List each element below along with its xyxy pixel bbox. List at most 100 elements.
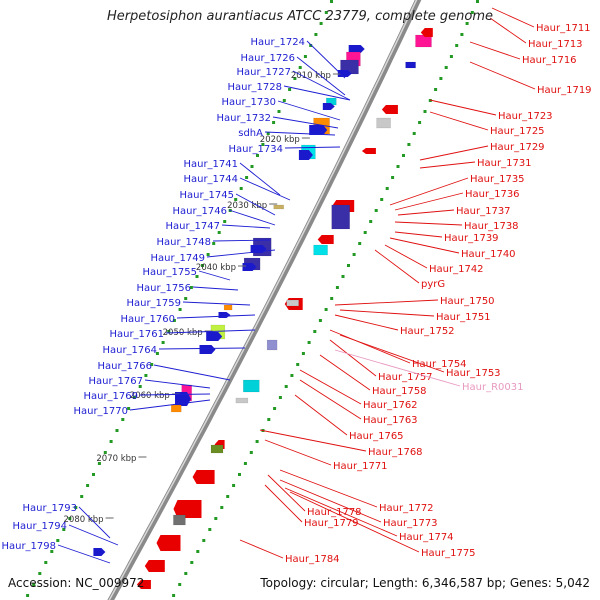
gc-track-dot <box>407 143 411 146</box>
gc-track-dot <box>80 495 84 498</box>
gc-track-dot <box>318 319 322 322</box>
left-gene-label: Haur_1759 <box>126 298 181 309</box>
left-leader-line <box>165 329 256 334</box>
outer-gc-track-left <box>26 0 333 597</box>
left-gene-label: Haur_1748 <box>156 237 211 248</box>
gene-arrow <box>242 263 257 271</box>
gene-arrow <box>361 148 376 154</box>
gc-track-dot <box>290 374 294 377</box>
left-gene-label: Haur_1744 <box>183 174 238 185</box>
left-leader-line <box>68 524 119 546</box>
right-leader-line <box>334 349 461 387</box>
gc-track-dot <box>238 473 241 476</box>
gene-arrow <box>381 105 398 114</box>
right-gene-label: Haur_1737 <box>456 206 511 217</box>
left-leader-line <box>221 224 271 229</box>
right-leader-line <box>264 439 332 466</box>
gc-track-dot <box>190 561 194 564</box>
genome-backbone <box>107 0 422 600</box>
left-gene-label: Haur_1741 <box>183 159 238 170</box>
left-leader-line <box>78 506 111 539</box>
gc-track-dot <box>363 231 367 234</box>
gc-track-dot <box>249 451 253 454</box>
gene-arrow <box>156 535 181 551</box>
right-gene-label: Haur_1729 <box>490 142 545 153</box>
right-leader-line <box>239 539 284 559</box>
gc-track-dot <box>282 99 286 102</box>
gc-track-dot <box>266 132 270 135</box>
right-leader-line <box>429 111 489 131</box>
right-leader-line <box>329 339 377 377</box>
accession-text: Accession: NC_009972 <box>8 576 145 590</box>
gc-track-dot <box>208 528 212 531</box>
left-gene-label: Haur_1760 <box>120 314 175 325</box>
left-gene-label: Haur_1766 <box>97 361 152 372</box>
gc-track-dot <box>86 484 90 487</box>
gene-arrow <box>298 150 313 160</box>
genome-backbone-highlight <box>108 0 418 600</box>
left-gene-label: Haur_1747 <box>165 221 220 232</box>
right-leader-line <box>491 7 535 28</box>
right-leader-line <box>419 161 476 169</box>
gc-track-dot <box>206 253 210 256</box>
gc-track-dot <box>223 220 227 223</box>
gc-track-dot <box>347 264 350 267</box>
left-gene-label: Haur_1728 <box>227 82 282 93</box>
gc-track-dot <box>212 242 216 245</box>
gc-track-dot <box>121 418 125 421</box>
left-leader-line <box>277 100 341 121</box>
gc-track-dot <box>358 242 362 245</box>
right-leader-line <box>334 314 399 331</box>
right-gene-label: Haur_1725 <box>490 126 545 137</box>
left-leader-line <box>284 146 341 149</box>
right-gene-label: Haur_1765 <box>349 431 404 442</box>
left-leader-line <box>283 85 351 101</box>
gc-track-dot <box>288 88 292 91</box>
gc-track-dot <box>256 154 259 157</box>
gc-track-dot <box>455 44 459 47</box>
gc-track-dot <box>178 308 182 311</box>
gc-track-dot <box>214 517 218 520</box>
gene-block <box>235 397 249 404</box>
gc-track-dot <box>178 583 182 586</box>
right-gene-label: Haur_1736 <box>465 189 520 200</box>
left-gene-label: Haur_1761 <box>109 329 164 340</box>
gc-track-dot <box>412 132 416 135</box>
kbp-tick-label: 2070 kbp <box>96 454 136 464</box>
right-gene-label: Haur_1713 <box>528 39 583 50</box>
gc-track-dot <box>314 33 318 36</box>
gene-block <box>273 204 284 210</box>
gc-track-dot <box>324 11 328 14</box>
gc-track-dot <box>132 396 136 399</box>
gene-arrow <box>348 45 365 53</box>
gene-block <box>243 379 260 393</box>
kbp-tick-label: 2050 kbp <box>163 328 203 338</box>
left-gene-label: Haur_1793 <box>22 503 77 514</box>
gc-track-dot <box>374 209 378 212</box>
kbp-tick-label: 2020 kbp <box>260 135 300 145</box>
right-gene-label: Haur_1752 <box>400 326 455 337</box>
gene-block <box>405 61 416 69</box>
left-leader-line <box>158 347 246 350</box>
gc-track-dot <box>220 506 224 509</box>
right-gene-label: Haur_1771 <box>333 461 388 472</box>
right-leader-line <box>339 334 445 373</box>
right-leader-line <box>419 145 489 161</box>
gc-track-dot <box>460 33 464 36</box>
left-leader-line <box>272 116 339 129</box>
left-leader-line <box>239 177 291 201</box>
gc-track-dot <box>272 121 276 124</box>
gc-track-dot <box>319 22 323 25</box>
left-leader-line <box>264 131 336 136</box>
gc-track-dot <box>303 55 307 58</box>
right-leader-line <box>264 484 303 523</box>
left-gene-label: Haur_1730 <box>221 97 276 108</box>
left-leader-line <box>296 56 346 96</box>
gc-track-dot <box>172 319 176 322</box>
gc-track-dot <box>44 561 48 564</box>
gene-arrow <box>93 548 106 556</box>
gc-track-dot <box>195 275 199 278</box>
gc-track-dot <box>324 308 328 311</box>
right-leader-line <box>489 17 527 44</box>
gc-track-dot <box>434 88 438 91</box>
